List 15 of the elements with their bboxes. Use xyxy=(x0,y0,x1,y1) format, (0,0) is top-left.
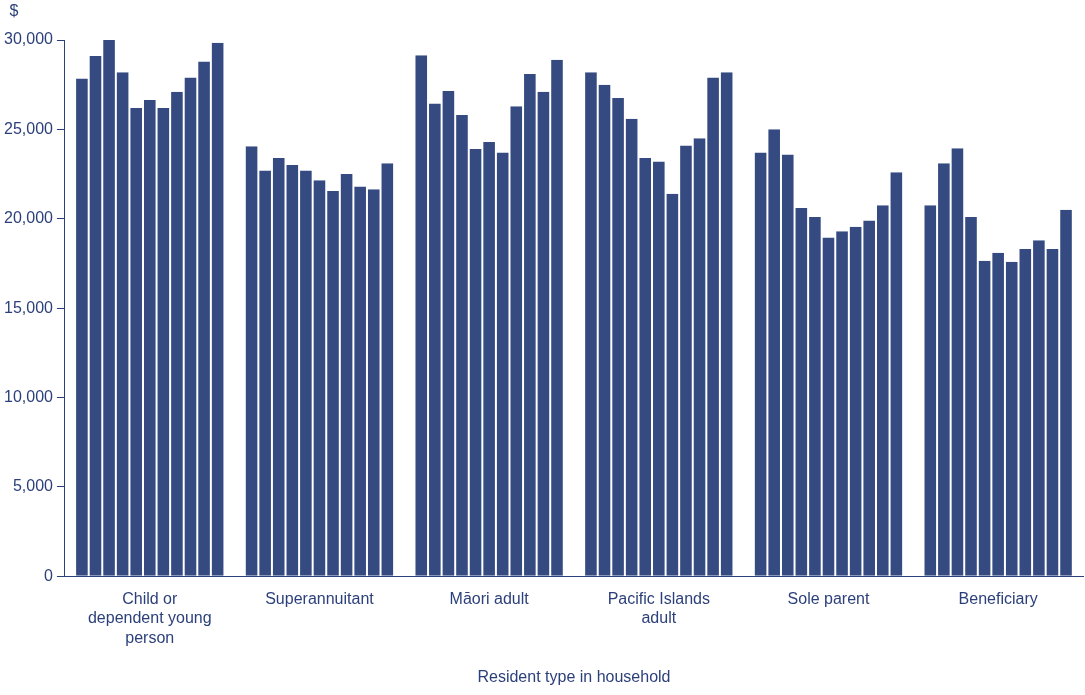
y-axis-title: $ xyxy=(9,2,19,20)
y-tick-label: 0 xyxy=(44,566,54,584)
x-tick-label: Māori adult xyxy=(449,590,530,608)
x-axis-title: Resident type in household xyxy=(477,667,671,685)
y-tick-label: 10,000 xyxy=(4,387,54,405)
x-tick-label: Child or dependent young person xyxy=(87,590,212,646)
y-tick-label: 20,000 xyxy=(4,209,54,227)
y-tick-label: 5,000 xyxy=(12,477,54,495)
y-tick-label: 25,000 xyxy=(4,119,54,137)
x-tick-label: Sole parent xyxy=(787,590,870,608)
x-tick-label: Beneficiary xyxy=(958,590,1038,608)
x-tick-label: Superannuitant xyxy=(265,590,375,608)
y-tick-label: 30,000 xyxy=(4,30,54,48)
y-tick-label: 15,000 xyxy=(4,298,54,316)
x-tick-label: Pacific Islands adult xyxy=(607,590,710,627)
